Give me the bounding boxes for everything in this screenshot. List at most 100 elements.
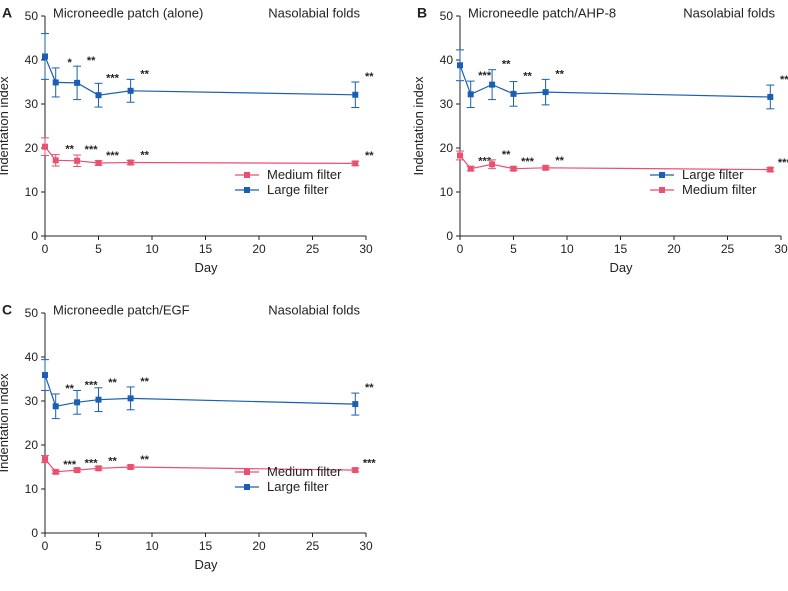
significance-label: ** [87,55,96,67]
legend-label: Large filter [267,479,329,494]
significance-label: *** [85,144,99,156]
x-tick-label: 30 [774,242,788,256]
legend-label: Medium filter [682,182,757,197]
significance-label: *** [85,379,99,391]
panel-subtitle: Nasolabial folds [268,302,360,317]
y-tick-label: 50 [25,9,39,23]
x-tick-label: 25 [721,242,735,256]
data-point [352,467,359,474]
x-tick-label: 20 [252,539,266,553]
x-tick-label: 25 [306,242,320,256]
data-point [42,456,48,463]
legend-item: Medium filter [650,182,757,197]
data-point [510,90,517,97]
data-point [457,62,463,69]
y-tick-label: 20 [25,141,39,155]
y-tick-label: 20 [440,141,454,155]
x-tick-label: 0 [457,242,464,256]
y-axis-title: Indentation index [0,373,11,473]
x-tick-label: 15 [199,539,213,553]
series-large: * ***** ** ** [41,33,374,109]
panel-title: Microneedle patch (alone) [53,5,203,20]
y-tick-label: 40 [25,53,39,67]
y-tick-label: 0 [446,229,453,243]
data-point [352,401,359,408]
x-tick-label: 20 [667,242,681,256]
panel-title: Microneedle patch/AHP-8 [468,5,616,20]
data-point [95,396,102,403]
y-axis-title: Indentation index [0,76,11,176]
x-tick-label: 15 [199,242,213,256]
panel-a: A Microneedle patch (alone) Nasolabial f… [0,4,374,275]
data-point [52,79,59,86]
series-large: *********** [456,49,788,110]
significance-label: ** [140,454,149,466]
data-point [767,93,774,100]
significance-label: ** [140,376,149,388]
x-tick-label: 5 [95,539,102,553]
significance-label: ** [65,383,74,395]
x-axis-title: Day [194,557,218,572]
data-point [42,372,48,379]
data-point [489,161,496,168]
panel-title: Microneedle patch/EGF [53,302,190,317]
significance-label: ** [140,68,149,80]
x-tick-label: 10 [560,242,574,256]
data-point [127,395,134,402]
significance-label: ** [65,144,74,156]
y-tick-label: 0 [31,526,38,540]
significance-label: *** [106,72,120,84]
legend-label: Large filter [682,167,744,182]
significance-label: ** [108,377,117,389]
axes: 0 5 10 15 20 25 30 0 10 20 30 40 50 [440,9,788,256]
significance-label: ** [555,155,564,167]
significance-label: ** [140,149,149,161]
significance-label: ** [365,150,374,162]
legend-swatch-marker [659,172,665,178]
significance-label: ** [108,456,117,468]
x-tick-label: 0 [42,242,49,256]
axes: 0 5 10 15 20 25 30 0 10 20 30 40 50 [25,9,373,256]
significance-label: ** [555,68,564,80]
significance-label: ** [502,59,511,71]
significance-label: *** [363,457,377,469]
data-point [542,164,549,171]
significance-label: ** [502,149,511,161]
panel-subtitle: Nasolabial folds [268,5,360,20]
series-layer: ** *** *** ** *** ***** ** ** [41,33,374,167]
series-large: *********** [41,359,374,420]
significance-label: ** [365,71,374,83]
data-point [74,399,81,406]
data-point [74,157,81,164]
y-tick-label: 40 [25,350,39,364]
x-tick-label: 10 [145,242,159,256]
data-point [352,160,359,167]
axes: 0 5 10 15 20 25 30 0 10 20 30 40 50 [25,306,373,553]
significance-label: * [68,57,73,69]
panel-subtitle: Nasolabial folds [683,5,775,20]
data-point [467,91,474,98]
data-point [467,165,474,172]
data-point [127,159,134,166]
y-axis-title: Indentation index [411,76,426,176]
series-medium: ************* [456,149,788,173]
x-tick-label: 20 [252,242,266,256]
legend-item: Large filter [650,167,744,182]
y-tick-label: 10 [25,185,39,199]
y-tick-label: 40 [440,53,454,67]
data-point [74,467,81,474]
x-tick-label: 30 [359,242,373,256]
legend-item: Large filter [235,479,329,494]
legend-item: Medium filter [235,464,342,479]
x-tick-label: 0 [42,539,49,553]
y-tick-label: 0 [31,229,38,243]
series-line [459,65,771,98]
y-tick-label: 30 [440,97,454,111]
x-axis-title: Day [194,260,218,275]
data-point [52,468,59,475]
